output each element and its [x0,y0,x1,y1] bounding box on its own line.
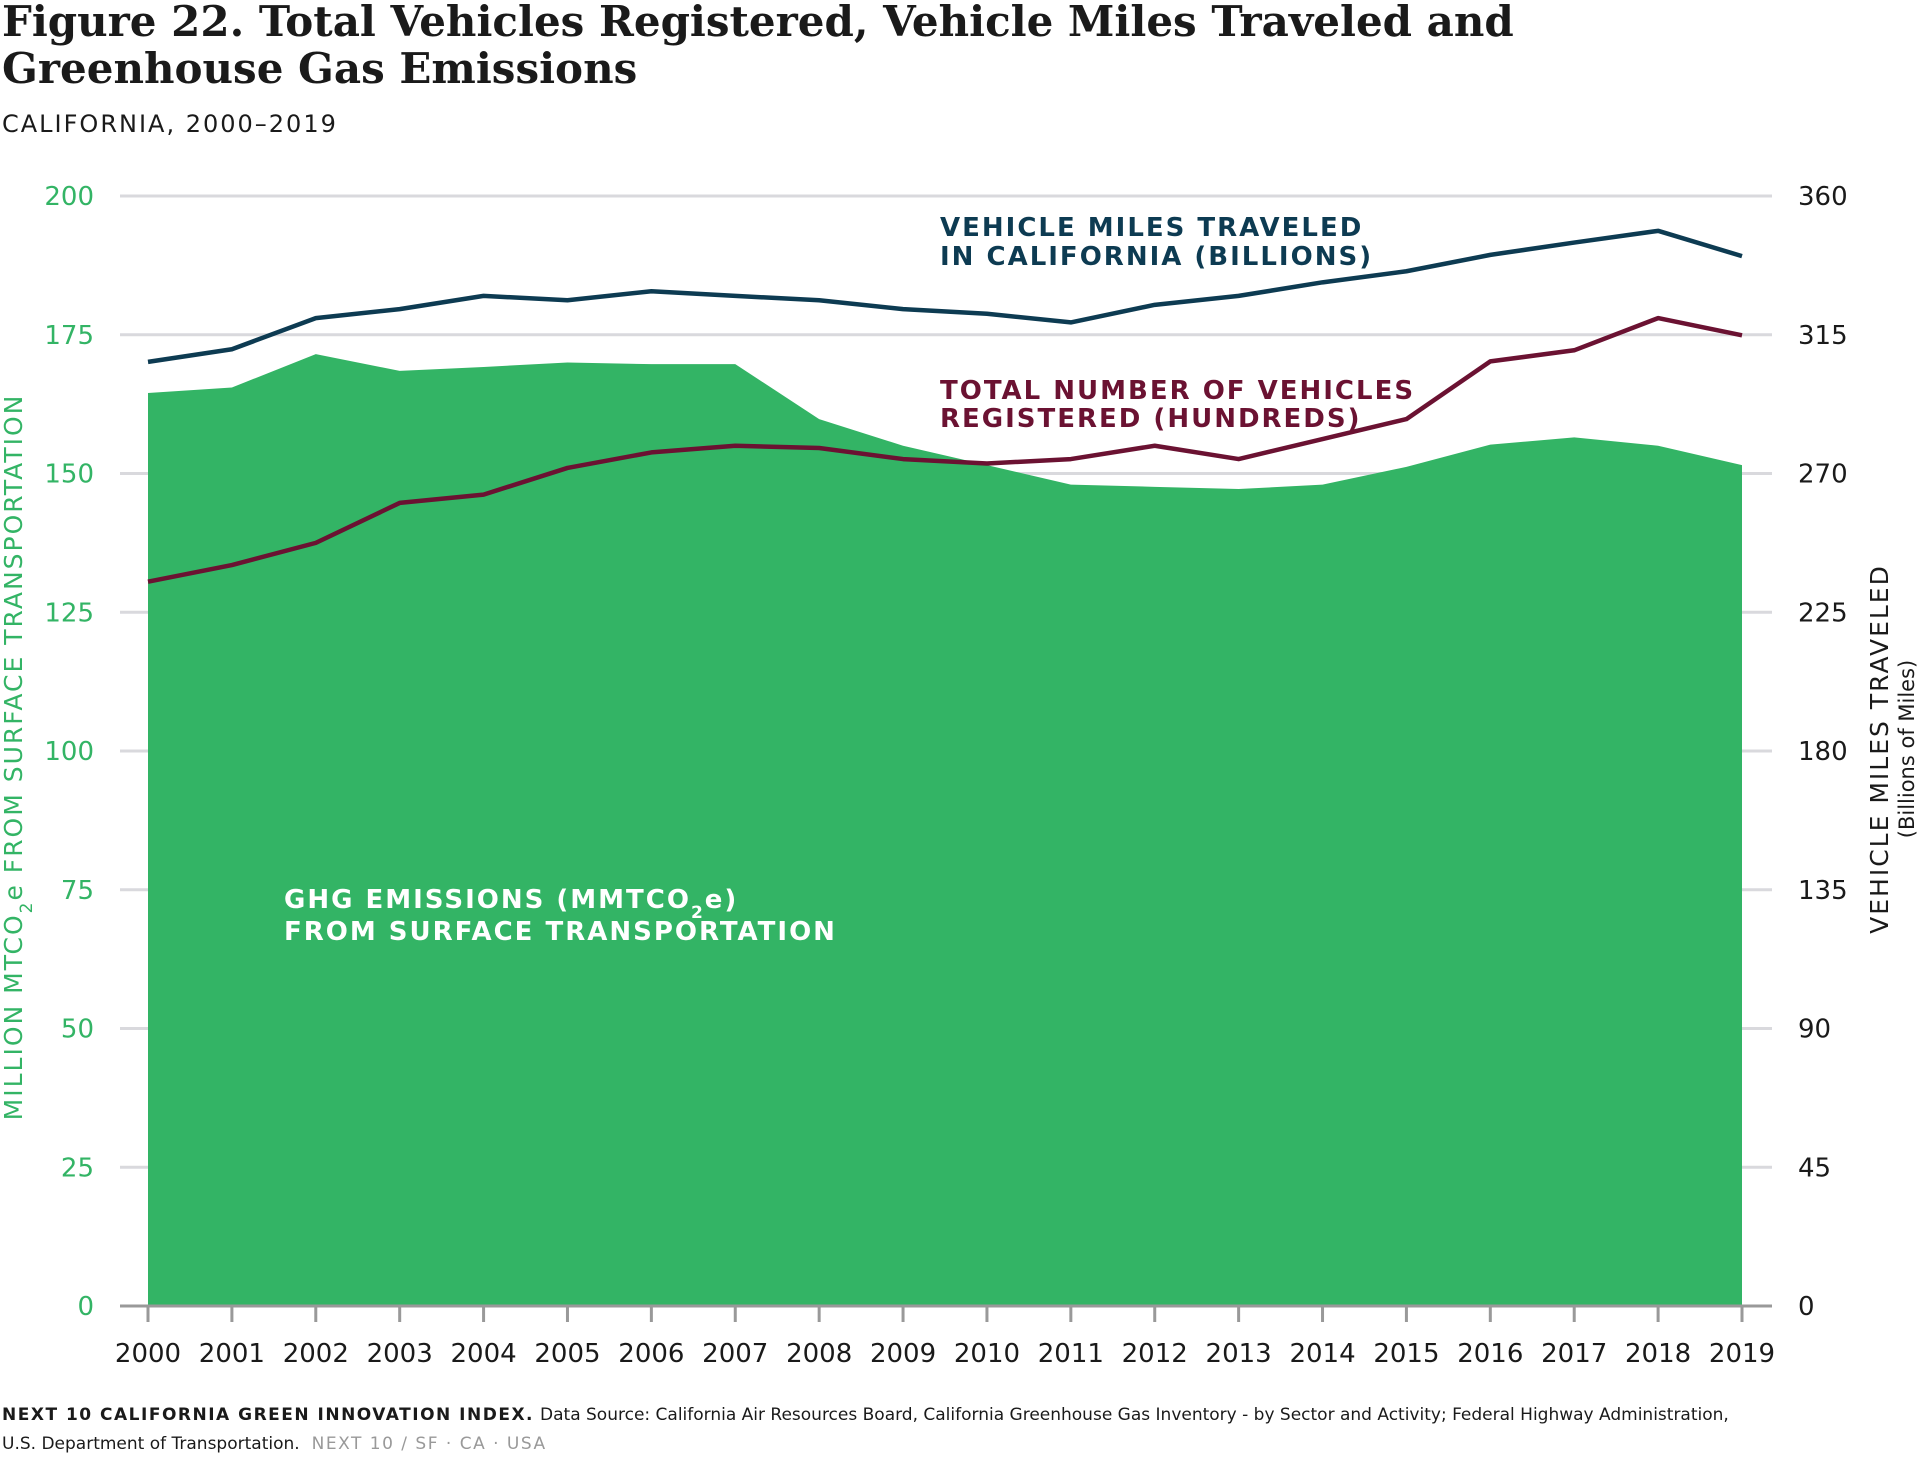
chart-subtitle: CALIFORNIA, 2000–2019 [2,110,338,138]
right-tick-180: 180 [1798,737,1848,767]
right-tick-0: 0 [1798,1292,1815,1322]
left-tick-125: 125 [44,598,94,628]
footer-source-1: Data Source: California Air Resources Bo… [540,1405,1729,1425]
x-tick-2000: 2000 [115,1339,181,1369]
left-tick-175: 175 [44,321,94,351]
x-tick-2009: 2009 [870,1339,936,1369]
x-tick-2001: 2001 [199,1339,265,1369]
left-axis-label: MILLION MTCO2e FROM SURFACE TRANSPORTATI… [0,394,37,1121]
x-tick-2011: 2011 [1038,1339,1104,1369]
right-tick-45: 45 [1798,1153,1831,1183]
footer-tagline: NEXT 10 / SF · CA · USA [312,1434,547,1454]
x-tick-2004: 2004 [450,1339,516,1369]
right-tick-90: 90 [1798,1015,1831,1045]
right-axis-sublabel: (Billions of Miles) [1895,660,1919,838]
left-tick-75: 75 [61,876,94,906]
vmt-series-label-line2: IN CALIFORNIA (BILLIONS) [940,242,1373,272]
x-tick-2013: 2013 [1206,1339,1272,1369]
left-tick-200: 200 [44,182,94,212]
left-tick-100: 100 [44,737,94,767]
vmt-line [147,228,1743,365]
footer-line2: U.S. Department of Transportation. NEXT 1… [2,1434,547,1454]
x-tick-2010: 2010 [954,1339,1020,1369]
x-tick-2017: 2017 [1541,1339,1607,1369]
ghg-emissions-area [148,354,1742,1306]
left-tick-0: 0 [77,1292,94,1322]
x-tick-2006: 2006 [618,1339,684,1369]
x-tick-2015: 2015 [1373,1339,1439,1369]
ghg-series-label-line2: FROM SURFACE TRANSPORTATION [284,917,837,947]
vehicles-series-label-line2: REGISTERED (HUNDREDS) [940,404,1362,434]
x-tick-2005: 2005 [534,1339,600,1369]
x-tick-2016: 2016 [1457,1339,1523,1369]
chart-title-line1: Figure 22. Total Vehicles Registered, Ve… [2,0,1514,46]
ghg-series-label-line1: GHG EMISSIONS (MMTCO2e) [284,885,738,923]
x-tick-2012: 2012 [1122,1339,1188,1369]
left-tick-150: 150 [44,460,94,490]
right-tick-360: 360 [1798,182,1848,212]
x-tick-2008: 2008 [786,1339,852,1369]
x-tick-2007: 2007 [702,1339,768,1369]
right-axis-ticks: 0 45 90 135 180 225 270 315 360 [1798,182,1848,1322]
vmt-series-label-line1: VEHICLE MILES TRAVELED [940,213,1363,243]
x-tick-2018: 2018 [1625,1339,1691,1369]
footer-line1: NEXT 10 CALIFORNIA GREEN INNOVATION INDE… [2,1405,1729,1425]
right-tick-135: 135 [1798,876,1848,906]
x-axis-ticks: 2000 2001 2002 2003 2004 2005 2006 2007 2008 2009… [115,1306,1775,1369]
x-tick-2003: 2003 [367,1339,433,1369]
footer-source-2: U.S. Department of Transportation. [2,1434,300,1454]
x-tick-2002: 2002 [283,1339,349,1369]
x-tick-2014: 2014 [1289,1339,1355,1369]
left-axis-ticks: 0 25 50 75 100 125 150 175 200 [44,182,94,1322]
chart-title-line2: Greenhouse Gas Emissions [2,44,637,93]
left-tick-25: 25 [61,1153,94,1183]
right-tick-225: 225 [1798,598,1848,628]
footer-brand: NEXT 10 CALIFORNIA GREEN INNOVATION INDE… [2,1405,534,1425]
vehicles-series-label-line1: TOTAL NUMBER OF VEHICLES [940,376,1415,406]
right-tick-315: 315 [1798,321,1848,351]
right-axis-label: VEHICLE MILES TRAVELED [1865,564,1894,934]
vehicles-registered-line [147,315,1743,584]
x-tick-2019: 2019 [1709,1339,1775,1369]
right-tick-270: 270 [1798,460,1848,490]
left-tick-50: 50 [61,1015,94,1045]
